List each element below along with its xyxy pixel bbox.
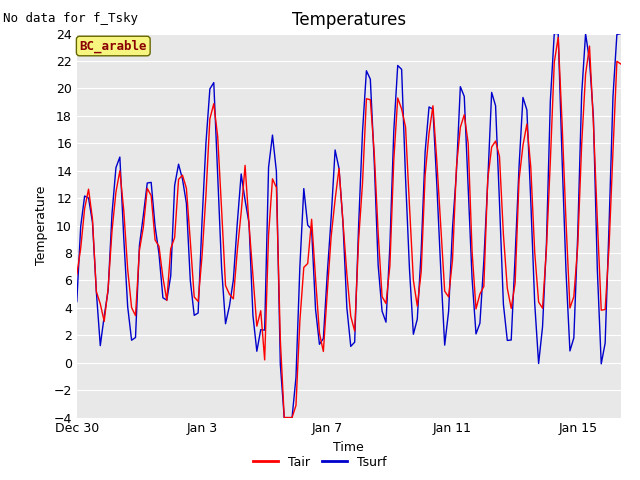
Y-axis label: Temperature: Temperature (35, 186, 48, 265)
Text: BC_arable: BC_arable (79, 39, 147, 53)
X-axis label: Time: Time (333, 441, 364, 454)
Legend: Tair, Tsurf: Tair, Tsurf (248, 451, 392, 474)
Title: Temperatures: Temperatures (292, 11, 406, 29)
Text: No data for f_Tsky: No data for f_Tsky (3, 12, 138, 25)
